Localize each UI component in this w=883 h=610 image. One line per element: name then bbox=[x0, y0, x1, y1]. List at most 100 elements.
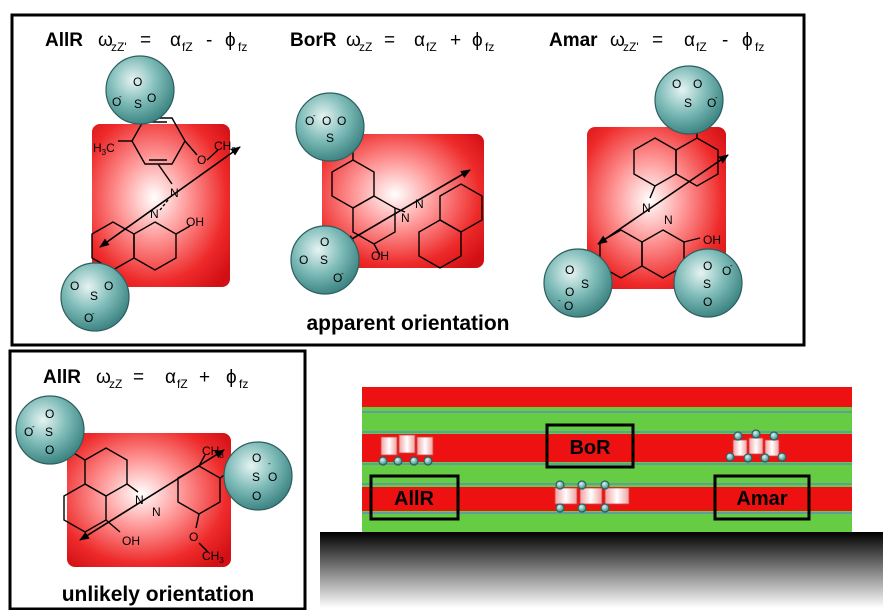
svg-text:N: N bbox=[401, 211, 410, 225]
sulfonate-ball bbox=[15, 395, 85, 465]
svg-text:OH: OH bbox=[122, 534, 140, 548]
svg-text:O: O bbox=[333, 271, 342, 285]
svg-text:S: S bbox=[252, 470, 260, 484]
svg-text:=: = bbox=[384, 30, 395, 51]
svg-text:-: - bbox=[206, 30, 212, 51]
svg-text:-: - bbox=[268, 459, 271, 468]
equation-allr-bottom: AllR ω zZ = α fZ + ϕ fz bbox=[43, 367, 248, 391]
orientation-arrow bbox=[344, 169, 471, 244]
svg-text:fz: fz bbox=[238, 40, 247, 54]
equation-amar-top: Amar ω zZ' = α fZ - ϕ fz bbox=[549, 30, 764, 54]
svg-text:S: S bbox=[320, 253, 328, 267]
svg-text:ω: ω bbox=[98, 30, 113, 51]
sulfonate-ball bbox=[290, 225, 360, 295]
svg-text:O: O bbox=[564, 299, 573, 313]
svg-text:fZ: fZ bbox=[696, 40, 707, 54]
caption-unlikely: unlikely orientation bbox=[62, 583, 255, 606]
svg-text:+: + bbox=[450, 30, 461, 51]
svg-text:O: O bbox=[70, 279, 79, 293]
svg-text:-: - bbox=[92, 309, 95, 318]
svg-text:O: O bbox=[197, 153, 206, 167]
svg-text:O: O bbox=[722, 264, 731, 278]
svg-text:zZ: zZ bbox=[109, 377, 122, 391]
molecule-allr-apparent: H3C O CH3 N N OH S O - O O S O O O - bbox=[60, 55, 241, 332]
svg-text:OH: OH bbox=[186, 215, 204, 229]
amar-label-box bbox=[713, 474, 811, 521]
svg-text:fz: fz bbox=[239, 377, 248, 391]
svg-text:N: N bbox=[664, 213, 673, 227]
amar-label: Amar bbox=[736, 488, 787, 510]
svg-text:O: O bbox=[147, 91, 156, 105]
svg-text:O: O bbox=[252, 451, 261, 465]
svg-text:ϕ: ϕ bbox=[225, 30, 236, 51]
amar-cluster bbox=[725, 429, 787, 463]
orientation-arrow bbox=[79, 449, 225, 541]
svg-text:O: O bbox=[707, 96, 716, 110]
svg-text:S: S bbox=[581, 277, 589, 291]
bor-cluster bbox=[554, 480, 630, 513]
allr-label: AllR bbox=[394, 488, 435, 510]
svg-text:O: O bbox=[112, 95, 121, 109]
svg-text:O: O bbox=[337, 114, 346, 128]
svg-text:O: O bbox=[299, 253, 308, 267]
svg-text:zZ': zZ' bbox=[111, 40, 127, 54]
svg-text:O: O bbox=[320, 235, 329, 249]
svg-text:S: S bbox=[684, 96, 692, 110]
svg-text:AllR: AllR bbox=[43, 367, 81, 388]
svg-text:=: = bbox=[140, 30, 151, 51]
sulfonate-ball bbox=[105, 55, 175, 125]
svg-text:-: - bbox=[341, 269, 344, 278]
svg-text:fZ: fZ bbox=[182, 40, 193, 54]
svg-text:fz: fz bbox=[755, 40, 764, 54]
svg-text:O: O bbox=[703, 295, 712, 309]
svg-text:-: - bbox=[722, 30, 728, 51]
svg-text:O: O bbox=[565, 263, 574, 277]
svg-text:ϕ: ϕ bbox=[742, 30, 753, 51]
svg-text:O: O bbox=[189, 530, 198, 544]
molecule-allr-unlikely: OH N N CH3 O CH3 S O - O O S O O O - bbox=[15, 395, 293, 567]
molecule-borr-apparent: N N OH S O - O O S O O O - bbox=[290, 92, 484, 295]
svg-text:S: S bbox=[90, 289, 98, 303]
svg-text:S: S bbox=[703, 277, 711, 291]
allr-cluster bbox=[378, 434, 434, 466]
svg-text:ω: ω bbox=[346, 30, 361, 51]
svg-text:OH: OH bbox=[703, 233, 721, 247]
svg-text:-: - bbox=[119, 92, 122, 101]
svg-text:=: = bbox=[652, 30, 663, 51]
svg-text:-: - bbox=[715, 93, 718, 102]
svg-text:O: O bbox=[45, 443, 54, 457]
sulfonate-ball bbox=[223, 441, 293, 511]
svg-text:fZ: fZ bbox=[177, 377, 188, 391]
svg-text:S: S bbox=[45, 425, 53, 439]
svg-text:fZ: fZ bbox=[426, 40, 437, 54]
allr-label-box bbox=[369, 474, 460, 521]
bor-label: BoR bbox=[569, 437, 611, 459]
bor-label-box bbox=[545, 423, 635, 469]
svg-text:O: O bbox=[305, 114, 314, 128]
svg-text:S: S bbox=[134, 97, 142, 111]
svg-text:α: α bbox=[165, 367, 176, 388]
film-schematic: BoR AllR Amar bbox=[320, 387, 883, 608]
svg-text:α: α bbox=[170, 30, 181, 51]
svg-text:CH3: CH3 bbox=[202, 549, 224, 565]
molecule-amar-apparent: N N OH S O O O - S O O O - S O O O - bbox=[543, 65, 743, 318]
svg-text:N: N bbox=[152, 505, 161, 519]
svg-text:O: O bbox=[84, 311, 93, 325]
svg-text:α: α bbox=[684, 30, 695, 51]
svg-text:O: O bbox=[322, 114, 331, 128]
svg-text:AllR: AllR bbox=[45, 30, 83, 51]
svg-text:O: O bbox=[703, 259, 712, 273]
svg-text:α: α bbox=[414, 30, 425, 51]
svg-text:-: - bbox=[730, 261, 733, 270]
sulfonate-ball bbox=[673, 248, 743, 318]
orientation-arrow bbox=[99, 146, 241, 248]
svg-text:O: O bbox=[24, 425, 33, 439]
svg-text:fz: fz bbox=[485, 40, 494, 54]
svg-text:O: O bbox=[104, 279, 113, 293]
equation-allr-top: AllR ω zZ' = α fZ - ϕ fz bbox=[45, 30, 247, 54]
svg-text:+: + bbox=[199, 367, 210, 388]
svg-text:O: O bbox=[252, 489, 261, 503]
svg-text:BorR: BorR bbox=[290, 30, 337, 51]
sulfonate-ball bbox=[295, 92, 365, 162]
